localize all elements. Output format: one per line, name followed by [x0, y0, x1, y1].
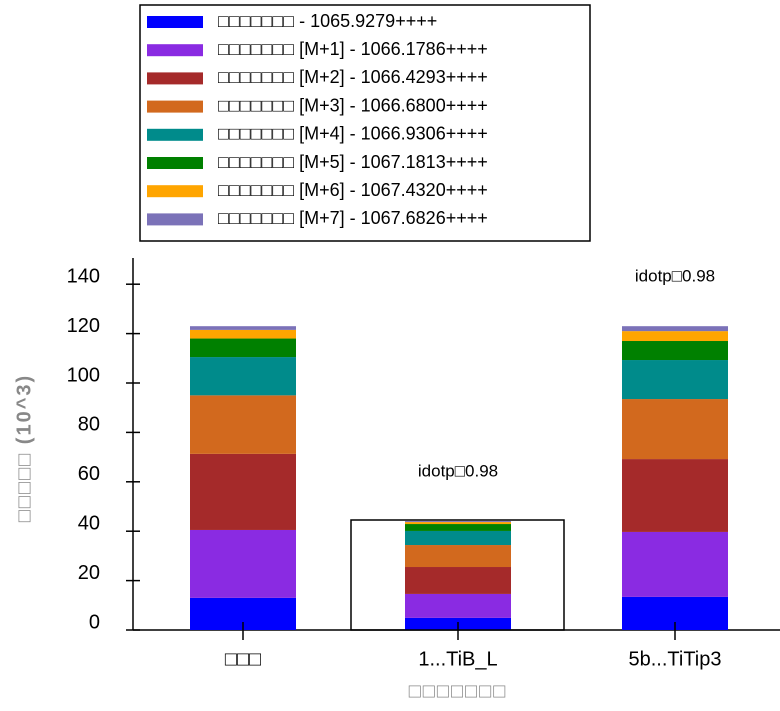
bar-segment — [622, 331, 728, 342]
legend-label: □□□□□□□ [M+2] - 1066.4293++++ — [218, 67, 488, 87]
bar-segment — [190, 338, 296, 358]
bar-segment — [622, 459, 728, 532]
bar-segment — [190, 357, 296, 396]
bar-segment — [622, 399, 728, 460]
bar-segment — [405, 545, 511, 568]
legend-swatch — [147, 72, 203, 85]
y-tick-label: 100 — [67, 364, 100, 386]
bar-segment — [190, 453, 296, 530]
y-tick-label: 120 — [67, 315, 100, 337]
legend-label: □□□□□□□ [M+4] - 1066.9306++++ — [218, 124, 488, 144]
legend-swatch — [147, 100, 203, 113]
bar-segment — [190, 329, 296, 339]
legend-label: □□□□□□□ [M+5] - 1067.1813++++ — [218, 152, 488, 172]
bar-annotation: idotp□0.98 — [418, 462, 498, 481]
y-tick-label: 20 — [78, 562, 100, 584]
legend-label: □□□□□□□ - 1065.9279++++ — [218, 11, 437, 31]
legend-label: □□□□□□□ [M+7] - 1067.6826++++ — [218, 208, 488, 228]
x-tick-label: 1...TiB_L — [418, 648, 497, 670]
bar-segment — [190, 529, 296, 598]
bar-segment — [622, 341, 728, 361]
y-tick-label: 60 — [78, 463, 100, 485]
bar-segment — [405, 530, 511, 546]
legend-swatch — [147, 185, 203, 198]
legend-swatch — [147, 44, 203, 57]
legend-swatch — [147, 128, 203, 141]
y-tick-label: 80 — [78, 414, 100, 436]
y-tick-label: 40 — [78, 512, 100, 534]
legend-label: □□□□□□□ [M+1] - 1066.1786++++ — [218, 39, 488, 59]
bar-segment — [405, 521, 511, 523]
bar-segment — [622, 360, 728, 400]
bar-annotation: idotp□0.98 — [635, 267, 715, 286]
bar-segment — [622, 326, 728, 332]
bar-segment — [622, 531, 728, 597]
bar-segment — [190, 395, 296, 454]
x-axis-label: □□□□□□□ — [409, 680, 508, 702]
y-tick-label: 140 — [67, 265, 100, 287]
y-tick-label: 0 — [89, 611, 100, 633]
legend-box — [139, 4, 591, 242]
x-tick-label: 5b...TiTip3 — [629, 648, 722, 670]
legend-label: □□□□□□□ [M+6] - 1067.4320++++ — [218, 180, 488, 200]
bar-segment — [405, 522, 511, 525]
y-axis-label: □□□□□ (10^3) — [13, 374, 35, 522]
legend-swatch — [147, 157, 203, 169]
legend-label: □□□□□□□ [M+3] - 1066.6800++++ — [218, 95, 488, 115]
selection-box — [350, 519, 565, 631]
legend-swatch — [147, 16, 203, 28]
bar-segment — [405, 524, 511, 531]
x-tick-label: □□□ — [225, 648, 261, 670]
legend-swatch — [147, 213, 203, 226]
bar-segment — [405, 593, 511, 618]
bar-segment — [190, 326, 296, 330]
bar-segment — [405, 567, 511, 594]
